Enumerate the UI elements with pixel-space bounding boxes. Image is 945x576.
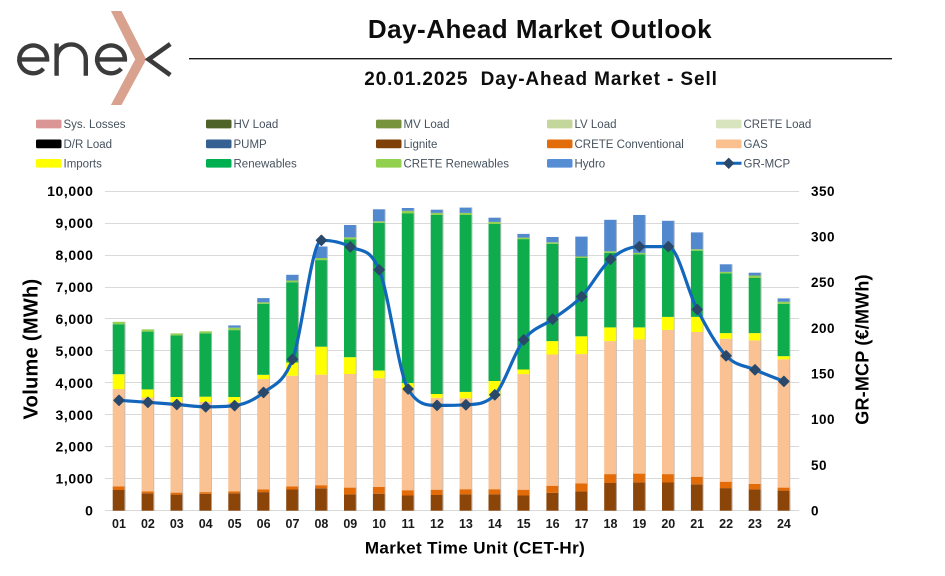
- svg-text:200: 200: [811, 321, 835, 336]
- svg-text:250: 250: [811, 275, 835, 290]
- svg-text:GAS: GAS: [744, 139, 769, 151]
- svg-text:150: 150: [811, 367, 835, 382]
- svg-text:16: 16: [546, 517, 560, 531]
- svg-text:100: 100: [811, 412, 835, 427]
- svg-text:23: 23: [748, 517, 762, 531]
- svg-text:6,000: 6,000: [55, 311, 93, 327]
- svg-text:4,000: 4,000: [55, 375, 93, 391]
- svg-text:3,000: 3,000: [55, 407, 93, 423]
- svg-text:2,000: 2,000: [55, 439, 93, 455]
- svg-text:0: 0: [85, 503, 93, 519]
- svg-text:13: 13: [459, 517, 473, 531]
- svg-text:8,000: 8,000: [55, 247, 93, 263]
- svg-text:Hydro: Hydro: [575, 158, 606, 170]
- svg-text:Sys. Losses: Sys. Losses: [64, 119, 126, 131]
- svg-text:9,000: 9,000: [55, 215, 93, 231]
- svg-text:350: 350: [811, 184, 835, 199]
- svg-text:19: 19: [632, 517, 646, 531]
- svg-text:20.01.2025 Day-Ahead Market -: 20.01.2025 Day-Ahead Market - Sell: [364, 69, 718, 90]
- svg-text:CRETE Renewables: CRETE Renewables: [404, 158, 510, 170]
- svg-text:14: 14: [488, 517, 502, 531]
- svg-text:PUMP: PUMP: [234, 139, 268, 151]
- svg-text:1,000: 1,000: [55, 471, 93, 487]
- svg-text:24: 24: [777, 517, 791, 531]
- svg-text:5,000: 5,000: [55, 343, 93, 359]
- svg-text:Day-Ahead Market Outlook: Day-Ahead Market Outlook: [368, 14, 712, 44]
- svg-text:05: 05: [228, 517, 242, 531]
- svg-text:50: 50: [811, 458, 827, 473]
- svg-text:06: 06: [257, 517, 271, 531]
- svg-text:Lignite: Lignite: [404, 139, 438, 151]
- svg-text:12: 12: [430, 517, 444, 531]
- svg-text:11: 11: [401, 517, 414, 531]
- svg-text:07: 07: [286, 517, 300, 531]
- svg-text:HV Load: HV Load: [234, 119, 279, 131]
- svg-text:0: 0: [811, 504, 819, 519]
- svg-text:01: 01: [112, 517, 126, 531]
- svg-text:15: 15: [517, 517, 531, 531]
- svg-text:D/R Load: D/R Load: [64, 139, 113, 151]
- svg-text:21: 21: [690, 517, 704, 531]
- svg-text:Volume (MWh): Volume (MWh): [21, 279, 43, 420]
- svg-text:08: 08: [314, 517, 328, 531]
- svg-text:02: 02: [141, 517, 155, 531]
- svg-text:04: 04: [199, 517, 213, 531]
- svg-text:10: 10: [372, 517, 386, 531]
- svg-text:17: 17: [575, 517, 589, 531]
- svg-text:LV Load: LV Load: [575, 119, 617, 131]
- svg-text:7,000: 7,000: [55, 279, 93, 295]
- svg-text:22: 22: [719, 517, 733, 531]
- svg-text:Imports: Imports: [64, 158, 103, 170]
- svg-text:GR-MCP (€/MWh): GR-MCP (€/MWh): [853, 274, 873, 424]
- svg-text:Market Time Unit (CET-Hr): Market Time Unit (CET-Hr): [365, 539, 585, 558]
- svg-text:03: 03: [170, 517, 184, 531]
- svg-text:Renewables: Renewables: [234, 158, 298, 170]
- svg-text:10,000: 10,000: [47, 183, 93, 199]
- svg-text:CRETE Load: CRETE Load: [744, 119, 812, 131]
- svg-text:MV Load: MV Load: [404, 119, 450, 131]
- svg-text:18: 18: [604, 517, 618, 531]
- svg-text:GR-MCP: GR-MCP: [744, 158, 791, 170]
- svg-text:09: 09: [343, 517, 357, 531]
- svg-text:20: 20: [661, 517, 675, 531]
- svg-text:300: 300: [811, 230, 835, 245]
- svg-text:CRETE Conventional: CRETE Conventional: [575, 139, 684, 151]
